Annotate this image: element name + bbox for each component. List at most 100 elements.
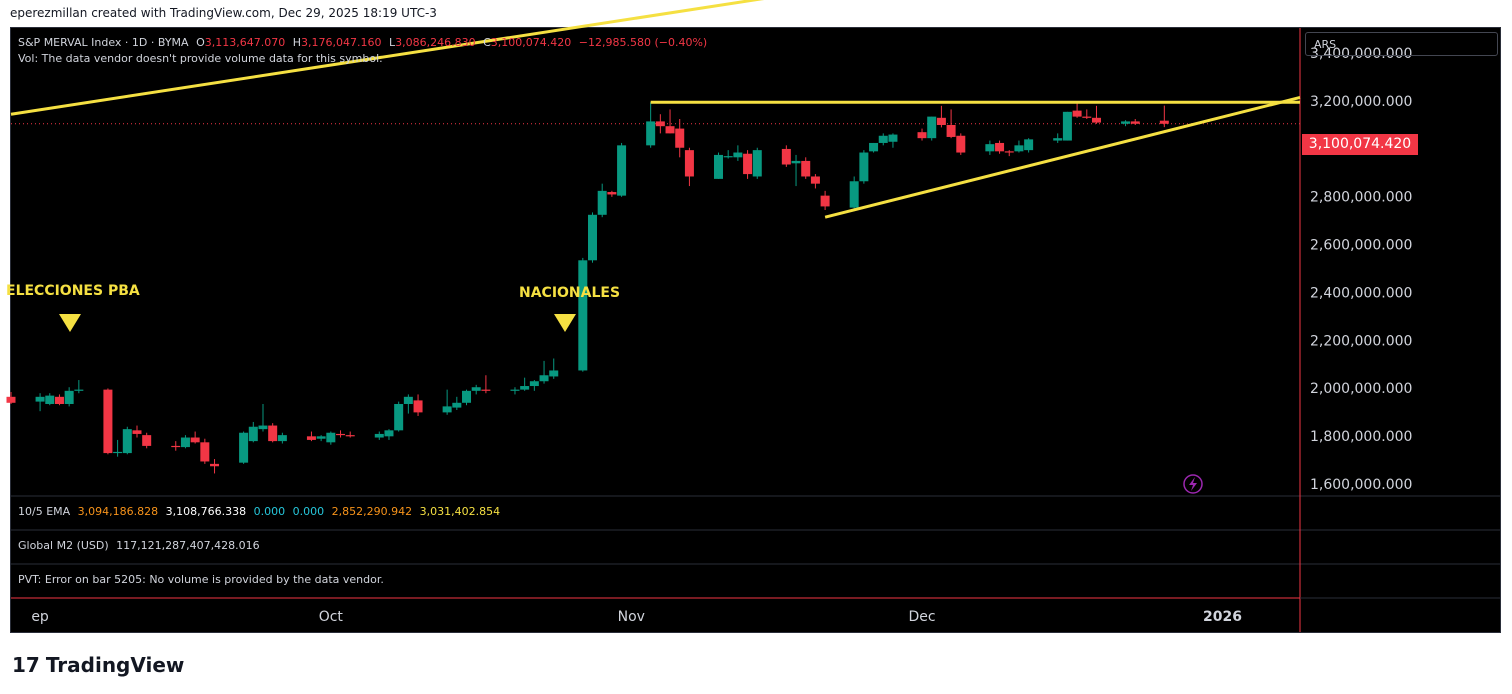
candle[interactable] (849, 176, 859, 212)
candle[interactable] (258, 403, 268, 432)
candle[interactable] (1024, 138, 1034, 153)
candle[interactable] (1159, 105, 1169, 128)
candle[interactable] (1004, 150, 1014, 157)
candle[interactable] (607, 190, 617, 197)
nacionales-label[interactable]: NACIONALES (519, 285, 621, 301)
candle[interactable] (917, 128, 927, 141)
candle[interactable] (733, 145, 743, 161)
drawings[interactable] (10, 0, 1301, 219)
candle[interactable] (956, 133, 966, 155)
price-axis[interactable]: 3,400,000.0003,200,000.0003,000,000.0002… (1310, 46, 1412, 493)
candle[interactable] (306, 431, 316, 442)
candle[interactable] (859, 150, 869, 184)
candle[interactable] (1091, 105, 1101, 124)
candle[interactable] (549, 358, 559, 379)
pvt-legend[interactable]: PVT: Error on bar 5205: No volume is pro… (18, 573, 384, 586)
candle[interactable] (588, 212, 598, 263)
candle[interactable] (45, 393, 55, 406)
candle[interactable] (74, 380, 84, 394)
candle[interactable] (781, 145, 791, 167)
candle[interactable] (655, 114, 665, 134)
candle[interactable] (481, 375, 491, 394)
candle[interactable] (122, 426, 132, 455)
candle[interactable] (985, 140, 995, 155)
candle[interactable] (927, 116, 937, 141)
candle[interactable] (103, 388, 113, 455)
candle[interactable] (64, 387, 74, 407)
trendline[interactable] (10, 0, 806, 116)
candle[interactable] (142, 432, 152, 449)
candle[interactable] (113, 439, 123, 457)
candle[interactable] (132, 425, 142, 438)
lightning-icon[interactable] (1183, 474, 1203, 494)
candle[interactable] (810, 174, 820, 189)
symbol-legend[interactable]: S&P MERVAL Index · 1D · BYMA O3,113,647.… (18, 36, 711, 49)
candle[interactable] (791, 154, 801, 187)
candle[interactable] (248, 421, 258, 443)
m2-legend[interactable]: Global M2 (USD) 117,121,287,407,428.016 (18, 539, 264, 552)
candle[interactable] (597, 183, 607, 218)
candle[interactable] (210, 459, 220, 474)
candle[interactable] (403, 394, 413, 414)
candle[interactable] (277, 432, 287, 444)
candle[interactable] (1072, 103, 1082, 118)
candle[interactable] (190, 431, 200, 444)
candle[interactable] (1014, 140, 1024, 153)
candle[interactable] (336, 430, 346, 438)
candle[interactable] (1053, 133, 1063, 143)
candle[interactable] (384, 429, 394, 440)
candle[interactable] (752, 147, 762, 179)
tradingview-brand[interactable]: 𝟭𝟳 TradingView (12, 653, 184, 677)
candle[interactable] (946, 109, 956, 139)
candle[interactable] (578, 257, 588, 372)
candle[interactable] (743, 150, 753, 179)
candle[interactable] (529, 380, 539, 391)
candle[interactable] (171, 441, 181, 451)
candle[interactable] (1130, 119, 1140, 125)
candle[interactable] (316, 435, 326, 442)
candle[interactable] (1121, 120, 1131, 127)
candle[interactable] (413, 394, 423, 416)
candle[interactable] (239, 431, 249, 464)
chart-frame[interactable] (10, 27, 1501, 633)
ema-legend[interactable]: 10/5 EMA 3,094,186.828 3,108,766.338 0.0… (18, 505, 504, 518)
candle[interactable] (326, 431, 336, 445)
candle[interactable] (801, 157, 811, 179)
time-axis[interactable]: ep Oct Nov Dec 2026 (31, 609, 1242, 625)
candle[interactable] (684, 147, 694, 187)
candle[interactable] (268, 423, 278, 443)
candle[interactable] (820, 190, 830, 211)
trendline[interactable] (824, 95, 1301, 219)
candle[interactable] (539, 360, 549, 384)
candle[interactable] (713, 152, 723, 179)
candle[interactable] (471, 384, 481, 395)
candle[interactable] (462, 389, 472, 406)
candle[interactable] (6, 392, 16, 404)
candle[interactable] (869, 142, 879, 153)
candle[interactable] (520, 377, 530, 391)
candle[interactable] (617, 142, 627, 197)
candle[interactable] (888, 133, 898, 148)
candle[interactable] (442, 389, 452, 415)
candles[interactable] (6, 102, 1169, 474)
candle[interactable] (1062, 111, 1072, 141)
candle[interactable] (452, 396, 462, 410)
elecciones-pba-label[interactable]: ELECCIONES PBA (6, 283, 140, 299)
candle[interactable] (723, 150, 733, 159)
candle[interactable] (646, 102, 656, 148)
candle[interactable] (374, 431, 384, 440)
candle[interactable] (878, 133, 888, 146)
candle[interactable] (1082, 109, 1092, 120)
candle[interactable] (936, 105, 946, 128)
candle[interactable] (54, 394, 64, 406)
candle[interactable] (665, 109, 675, 134)
currency-selector[interactable]: ARS (1305, 32, 1498, 56)
candle[interactable] (394, 401, 404, 432)
candle[interactable] (35, 393, 45, 412)
candle[interactable] (510, 387, 520, 395)
candle[interactable] (995, 140, 1005, 154)
candle[interactable] (345, 431, 355, 438)
candle[interactable] (200, 438, 210, 464)
candle[interactable] (180, 435, 190, 449)
